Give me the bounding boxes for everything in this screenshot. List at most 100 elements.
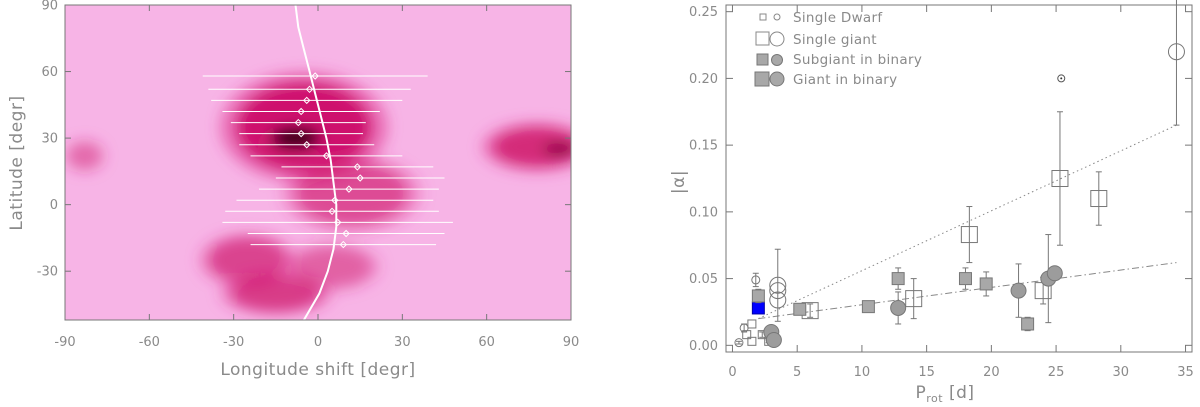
scatter-x-tick-label: 15 <box>918 365 935 380</box>
longitude-shift-point <box>294 118 303 127</box>
scatter-y-tick-label: 0.00 <box>689 339 718 354</box>
map-x-tick-label: -30 <box>223 335 244 350</box>
scatter-x-tick-label: 10 <box>854 365 871 380</box>
subgiant-in-binary-point <box>1021 317 1035 331</box>
map-x-tick-label: -90 <box>54 335 75 350</box>
longitude-shift-point <box>328 207 336 216</box>
legend-giant-binary-square-icon <box>754 71 770 87</box>
map-y-tick-label: 90 <box>41 0 58 14</box>
legend-subgiant-circle-icon <box>771 54 783 66</box>
subgiant-in-binary-point <box>793 302 807 316</box>
map-blob <box>295 162 408 225</box>
giant-in-binary-point <box>890 299 907 316</box>
scatter-x-tick-label: 25 <box>1048 365 1065 380</box>
scatter-y-tick-label: 0.20 <box>689 72 718 87</box>
legend-giant-circle-icon <box>769 31 785 47</box>
single-giant-point <box>1090 190 1108 208</box>
map-y-axis-label: Latitude [degr] <box>7 95 27 230</box>
legend-subgiant-binary: Subgiant in binary <box>793 52 922 68</box>
scatter-y-tick-label: 0.05 <box>689 272 718 287</box>
giant-in-binary-point <box>765 331 782 348</box>
scatter-x-axis-label: Prot [d] <box>915 383 974 405</box>
subgiant-in-binary-point <box>979 277 993 291</box>
map-x-tick-label: 0 <box>314 335 322 350</box>
giant-in-binary-point <box>1046 265 1063 282</box>
scatter-points <box>734 0 1185 348</box>
scatter-y-tick-label: 0.25 <box>689 5 718 20</box>
map-blob-peak <box>542 142 571 156</box>
single-giant-point <box>1167 43 1185 61</box>
longitude-shift-points <box>294 72 364 249</box>
longitude-shift-point <box>305 85 314 94</box>
alpha-vs-prot-panel: 0 5 10 15 20 25 30 35 0.000.050.100.150.200.25 … <box>669 0 1194 405</box>
map-y-tick-label: -30 <box>37 265 58 280</box>
longitude-error-bars <box>202 75 453 246</box>
longitude-shift-point <box>339 240 348 249</box>
longitude-shift-point <box>322 152 331 160</box>
map-x-tick-label: 60 <box>478 335 495 350</box>
map-blob <box>208 237 288 283</box>
scatter-y-tick-label: 0.10 <box>689 205 718 220</box>
scatter-y-ticks: 0.00 0.05 0.10 0.15 0.20 0.25 <box>689 5 1192 354</box>
map-blob <box>292 246 372 287</box>
map-x-ticks: -90 -60 -30 0 30 60 90 <box>54 5 579 350</box>
map-x-axis-label: Longitude shift [degr] <box>220 360 415 380</box>
legend-dwarf-square-icon <box>759 13 767 21</box>
single-giant-point <box>769 291 787 309</box>
map-y-tick-label: 30 <box>41 132 58 147</box>
scatter-y-axis-label: |α| <box>669 170 689 194</box>
legend-giant-square-icon <box>755 31 770 46</box>
longitude-shift-point <box>342 229 350 238</box>
single-giant-point <box>905 290 923 308</box>
map-y-tick-label: 60 <box>41 65 58 80</box>
map-blob <box>492 127 571 167</box>
map-blob <box>67 142 102 170</box>
longitude-shift-point <box>356 174 364 182</box>
single-giant-trend-line <box>758 124 1177 320</box>
scatter-x-tick-label: 5 <box>793 365 801 380</box>
longitude-shift-point <box>303 141 311 149</box>
single-dwarf-point <box>747 319 757 329</box>
longitude-shift-point <box>311 72 319 80</box>
map-x-tick-label: 90 <box>563 335 580 350</box>
giant-in-binary-point <box>1010 282 1027 299</box>
intensity-map <box>65 71 571 316</box>
legend-dwarf-circle-icon <box>773 13 781 21</box>
scatter-x-tick-label: 0 <box>728 365 736 380</box>
scatter-x-tick-label: 35 <box>1177 365 1194 380</box>
map-y-tick-label: 0 <box>50 198 58 213</box>
subgiant-in-binary-point <box>751 289 765 303</box>
longitude-shift-point <box>297 129 305 138</box>
single-giant-point <box>960 226 978 244</box>
longitude-shift-point <box>345 185 353 193</box>
scatter-x-ticks: 0 5 10 15 20 25 30 35 <box>728 5 1194 380</box>
legend-single-giant: Single giant <box>793 32 877 48</box>
longitude-shift-point <box>297 107 305 116</box>
trend-lines <box>758 124 1177 320</box>
subgiant-in-binary-point <box>891 272 905 286</box>
single-dwarf-point <box>747 336 757 346</box>
latitude-map-panel: -90 -60 -30 0 30 60 90 -30 0 30 60 90 Longitude sh… <box>7 0 579 380</box>
single-giant-point <box>769 282 787 300</box>
single-dwarf-point <box>751 275 761 285</box>
legend-single-dwarf: Single Dwarf <box>793 10 883 26</box>
scatter-x-tick-label: 30 <box>1113 365 1130 380</box>
map-blob-peak <box>270 127 321 150</box>
single-dwarf-point <box>742 330 752 340</box>
binary-trend-line <box>758 262 1177 320</box>
subgiant-in-binary-point <box>861 300 875 314</box>
longitude-shift-point <box>331 196 339 204</box>
differential-rotation-fit-curve <box>294 5 338 320</box>
map-x-tick-label: -60 <box>139 335 160 350</box>
scatter-x-tick-label: 20 <box>983 365 1000 380</box>
single-dwarf-point <box>734 338 744 348</box>
longitude-shift-point <box>333 218 342 227</box>
legend-giant-binary-circle-icon <box>769 71 785 87</box>
map-x-tick-label: 30 <box>394 335 411 350</box>
legend-subgiant-square-icon <box>756 53 769 66</box>
subgiant-in-binary-point <box>958 272 972 286</box>
single-giant-point <box>769 276 787 294</box>
scatter-y-tick-label: 0.15 <box>689 139 718 154</box>
single-dwarf-point-center <box>1060 77 1063 80</box>
